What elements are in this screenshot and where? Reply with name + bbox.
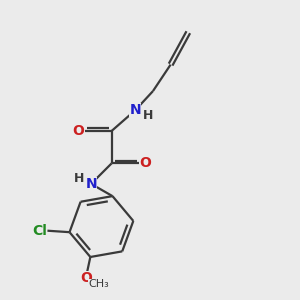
Text: Cl: Cl [32,224,46,238]
Text: N: N [85,177,97,191]
Text: N: N [130,103,141,117]
Text: O: O [139,156,151,170]
Text: O: O [80,271,92,285]
Text: CH₃: CH₃ [88,279,109,289]
Text: H: H [74,172,84,185]
Text: O: O [73,124,84,138]
Text: H: H [142,109,153,122]
